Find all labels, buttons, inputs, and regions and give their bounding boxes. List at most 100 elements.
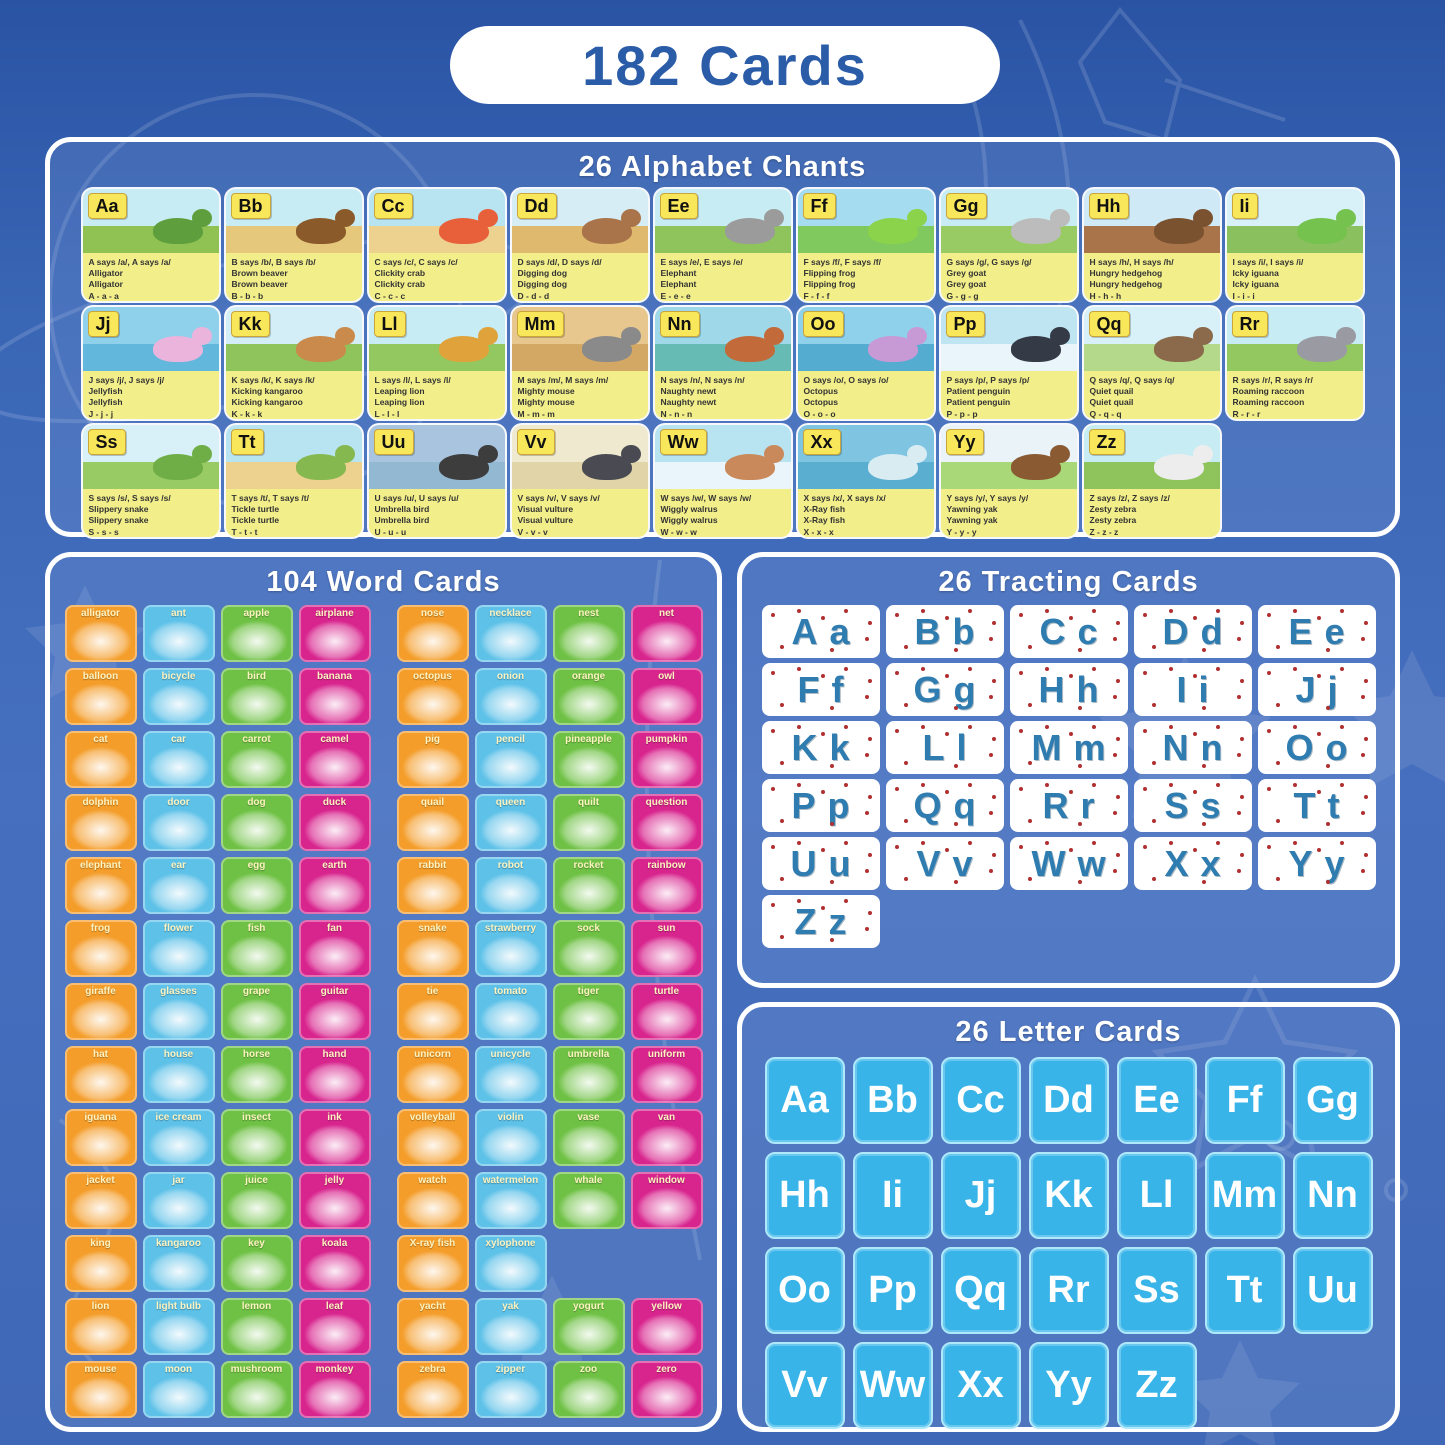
chant-says-line: H says /h/, H says /h/	[1089, 257, 1174, 267]
stroke-start-dot	[1068, 673, 1073, 678]
word-card-sun: sun	[630, 920, 703, 977]
chant-illustration: Ee	[654, 189, 791, 253]
stroke-start-dot	[968, 783, 973, 788]
tracing-card-mm: M m	[1009, 721, 1128, 774]
animal-illustration	[724, 445, 784, 480]
stroke-start-dot	[1018, 845, 1023, 850]
animal-illustration	[867, 209, 927, 244]
word-card-light-bulb: light bulb	[142, 1298, 215, 1355]
word-card-jelly: jelly	[298, 1172, 371, 1229]
word-label: pencil	[496, 734, 525, 745]
word-card-bird: bird	[220, 668, 293, 725]
stroke-start-dot	[944, 615, 949, 620]
stroke-start-dot	[1152, 645, 1157, 650]
letter-card-ss: Ss	[1116, 1247, 1197, 1334]
word-card-guitar: guitar	[298, 983, 371, 1040]
letter-card-grid: Aa Bb Cc Dd Ee Ff Gg Hh Ii Jj Kk Ll Mm N…	[742, 1057, 1395, 1429]
stroke-start-dot	[1068, 731, 1073, 736]
word-card-earth: earth	[298, 857, 371, 914]
word-card-zipper: zipper	[474, 1361, 547, 1418]
word-label: X-ray fish	[409, 1238, 456, 1249]
animal-illustration	[152, 327, 212, 362]
tracing-card-ee: E e	[1257, 605, 1376, 658]
stroke-start-dot	[865, 752, 870, 757]
chant-illustration: Hh	[1083, 189, 1220, 253]
letter-card-qq: Qq	[940, 1247, 1021, 1334]
stroke-start-dot	[1152, 761, 1157, 766]
stroke-start-dot	[770, 845, 775, 850]
chant-illustration: Bb	[225, 189, 362, 253]
chant-word-line: Icky iguana	[1232, 268, 1279, 279]
word-picture	[396, 619, 469, 662]
stroke-start-dot	[1216, 841, 1221, 846]
word-picture	[630, 1375, 703, 1418]
stroke-start-dot	[844, 725, 849, 730]
word-card-groups: alligator ant apple airplane balloon bic…	[50, 605, 717, 1418]
word-card-dolphin: dolphin	[64, 794, 137, 851]
stroke-start-dot	[867, 620, 872, 625]
stroke-start-dot	[944, 731, 949, 736]
word-picture	[64, 1249, 137, 1292]
letter-card-ee: Ee	[1116, 1057, 1197, 1144]
animal-illustration	[295, 209, 355, 244]
word-label: monkey	[315, 1364, 354, 1375]
alphabet-chant-card-jj: Jj J says /j/, J says /j/ Jellyfish Jell…	[82, 307, 219, 419]
chant-word-line: Alligator	[88, 268, 123, 279]
stroke-start-dot	[1276, 877, 1281, 882]
word-label: glasses	[160, 986, 197, 997]
word-label: question	[645, 797, 688, 808]
word-label: van	[657, 1112, 676, 1123]
word-picture	[142, 1186, 215, 1229]
animal-illustration	[295, 327, 355, 362]
word-picture	[396, 808, 469, 851]
alphabet-chant-card-qq: Qq Q says /q/, Q says /q/ Quiet quail Qu…	[1083, 307, 1220, 419]
stroke-start-dot	[867, 910, 872, 915]
tracing-card-ss: S s	[1133, 779, 1252, 832]
chant-says-line: V says /v/, V says /v/	[517, 493, 600, 503]
chant-says-line: E says /e/, E says /e/	[660, 257, 743, 267]
word-label: king	[90, 1238, 111, 1249]
letter-card-ll: Ll	[1116, 1152, 1197, 1239]
word-label: insect	[242, 1112, 271, 1123]
word-card-car: car	[142, 731, 215, 788]
word-label: robot	[497, 860, 524, 871]
word-picture	[142, 682, 215, 725]
tracing-uppercase-letter: Z	[794, 900, 817, 942]
chant-illustration: Zz	[1083, 425, 1220, 489]
chant-word-line: Zesty zebra	[1089, 515, 1137, 526]
tracing-lowercase-letter: c	[1077, 610, 1098, 652]
stroke-start-dot	[968, 725, 973, 730]
tracing-uppercase-letter: R	[1042, 784, 1069, 826]
tracing-card-rr: R r	[1009, 779, 1128, 832]
word-picture	[474, 745, 547, 788]
word-label: unicorn	[414, 1049, 451, 1060]
animal-illustration	[724, 209, 784, 244]
chant-word-line: Clickity crab	[374, 268, 426, 279]
word-picture	[552, 934, 625, 977]
chant-illustration: Rr	[1226, 307, 1363, 371]
tracing-uppercase-letter: F	[797, 668, 820, 710]
stroke-start-dot	[1266, 729, 1271, 734]
word-picture	[64, 619, 137, 662]
stroke-start-dot	[1239, 852, 1244, 857]
stroke-start-dot	[780, 819, 785, 824]
stroke-start-dot	[1266, 613, 1271, 618]
word-card-jar: jar	[142, 1172, 215, 1229]
chant-says-line: U says /u/, U says /u/	[374, 493, 459, 503]
word-picture	[298, 619, 371, 662]
chant-word-line: Patient penguin	[946, 397, 1011, 408]
letter-tag: Ww	[659, 429, 707, 455]
stroke-start-dot	[1077, 706, 1082, 711]
word-card-snake: snake	[396, 920, 469, 977]
word-label: lion	[91, 1301, 110, 1312]
alphabet-chant-grid: Aa A says /a/, A says /a/ Alligator Alli…	[50, 189, 1395, 537]
chant-letter-line: S - s - s	[88, 526, 119, 537]
stroke-start-dot	[829, 822, 834, 827]
tracing-uppercase-letter: B	[914, 610, 941, 652]
stroke-start-dot	[844, 841, 849, 846]
word-label: bird	[247, 671, 266, 682]
stroke-start-dot	[920, 609, 925, 614]
word-picture	[396, 682, 469, 725]
letter-card-kk: Kk	[1028, 1152, 1109, 1239]
chant-illustration: Oo	[797, 307, 934, 371]
